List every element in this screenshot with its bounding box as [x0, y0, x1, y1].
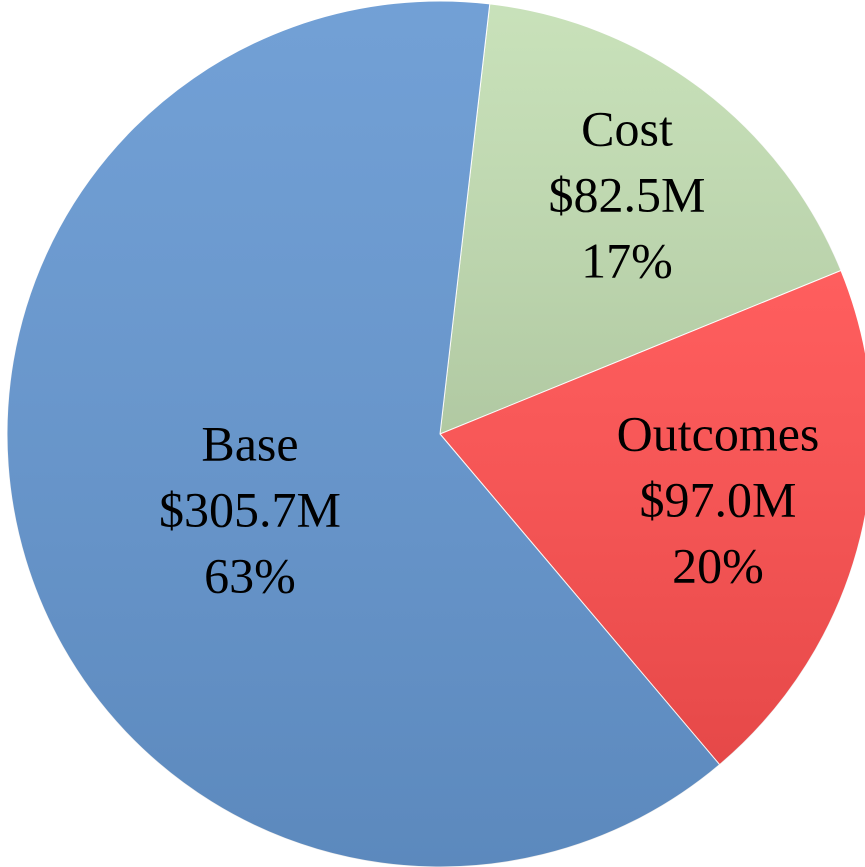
slice-percent-label: 17% [581, 232, 673, 288]
slice-value-label: $305.7M [159, 481, 341, 537]
slice-category-label: Outcomes [617, 405, 820, 461]
slice-value-label: $82.5M [549, 166, 706, 222]
slice-value-label: $97.0M [640, 471, 797, 527]
slice-category-label: Base [201, 415, 298, 471]
slice-category-label: Cost [581, 100, 673, 156]
slice-percent-label: 20% [672, 537, 764, 593]
slice-percent-label: 63% [204, 547, 296, 603]
